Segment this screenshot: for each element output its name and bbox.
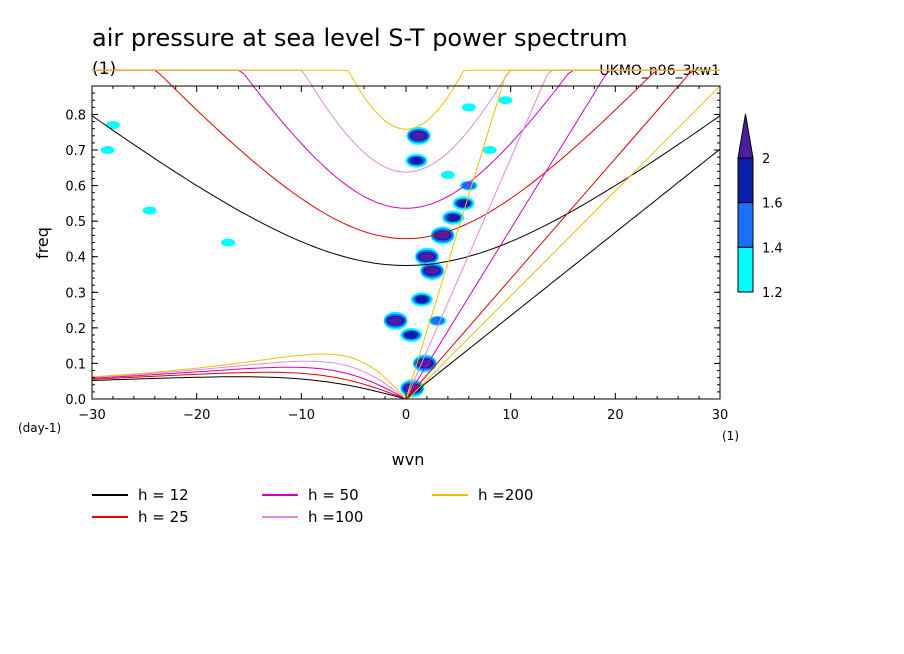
y-tick-label: 0.2 — [65, 322, 86, 337]
y-tick-label: 0.1 — [65, 357, 86, 372]
spectral-blob — [425, 266, 440, 275]
dispersion-curves — [91, 69, 721, 400]
y-tick-label: 0.6 — [65, 180, 86, 195]
y-axis-label: freq — [33, 227, 52, 259]
chart-units-left: (1) — [92, 59, 116, 79]
plot-area — [91, 69, 721, 400]
spectral-blob — [404, 330, 419, 339]
colorbar-label: 1.4 — [762, 241, 783, 256]
rossby-curve — [91, 366, 407, 400]
spectral-blob — [435, 231, 450, 240]
spectral-blob — [419, 252, 434, 261]
spectral-blob — [417, 359, 432, 368]
spectral-blob — [456, 199, 471, 208]
colorbar-label: 1.6 — [762, 197, 783, 212]
spectral-blob — [430, 316, 445, 325]
x-unit-label: (1) — [722, 429, 739, 443]
spectral-blob — [105, 121, 120, 130]
kelvin-curve — [405, 148, 721, 400]
x-axis: −30 −20 −10 0 10 20 30 — [78, 86, 728, 423]
gravity-curve — [92, 69, 720, 130]
spectral-blob — [221, 238, 236, 247]
y-tick-label: 0.4 — [65, 251, 86, 266]
colorbar-swatch — [737, 202, 754, 248]
spectral-blob — [440, 170, 455, 179]
x-tick-label: −20 — [183, 408, 210, 423]
kelvin-ray — [407, 85, 721, 400]
chart-title: air pressure at sea level S-T power spec… — [92, 24, 628, 52]
plot-background — [92, 86, 720, 399]
x-tick-label: −10 — [288, 408, 315, 423]
y-tick-label: 0.7 — [65, 144, 86, 159]
legend-label: h =100 — [308, 508, 363, 526]
colorbar-arrow — [737, 113, 754, 159]
y-tick-label: 0.0 — [65, 393, 86, 408]
legend-label: h = 12 — [138, 486, 189, 504]
colorbar: 1.2 1.4 1.6 2 — [737, 113, 783, 301]
gravity-curve — [91, 115, 721, 267]
colorbar-label: 1.2 — [762, 286, 783, 301]
y-tick-label: 0.5 — [65, 215, 86, 230]
spectral-blob — [461, 103, 476, 112]
x-tick-label: 0 — [402, 408, 410, 423]
spectral-blob — [409, 156, 424, 165]
colorbar-label: 2 — [762, 152, 770, 167]
y-unit-label: (day-1) — [18, 421, 61, 435]
x-tick-label: 10 — [502, 408, 519, 423]
colorbar-swatch — [737, 246, 754, 293]
legend: h = 12 h = 25 h = 50 h =100 h =200 — [92, 486, 533, 526]
y-tick-label: 0.3 — [65, 286, 86, 301]
x-tick-label: 30 — [712, 408, 729, 423]
colorbar-swatch — [737, 157, 754, 204]
spectral-blob — [388, 316, 403, 325]
kelvin-curve — [405, 69, 720, 400]
x-tick-label: −30 — [78, 408, 105, 423]
spectral-blob — [446, 213, 461, 222]
legend-label: h = 25 — [138, 508, 189, 526]
spectral-blob — [498, 96, 513, 105]
gravity-curve — [92, 69, 720, 240]
rossby-curve — [91, 360, 407, 400]
rossby-curve — [91, 376, 407, 400]
chart-model-label: UKMO_n96_3kw1 — [599, 63, 720, 79]
spectral-blob — [414, 295, 429, 304]
spectral-blob — [100, 146, 115, 155]
rossby-curve — [91, 371, 407, 400]
x-axis-label: wvn — [392, 450, 425, 469]
spectral-blob — [482, 146, 497, 155]
spectral-blob — [411, 131, 426, 140]
spectral-blob — [142, 206, 157, 215]
legend-label: h =200 — [478, 486, 533, 504]
rossby-curve — [91, 353, 407, 400]
legend-label: h = 50 — [308, 486, 359, 504]
y-axis: 0.0 0.1 0.2 0.3 0.4 0.5 0.6 0.7 0.8 — [65, 92, 720, 408]
x-tick-label: 20 — [607, 408, 624, 423]
y-tick-label: 0.8 — [65, 108, 86, 123]
